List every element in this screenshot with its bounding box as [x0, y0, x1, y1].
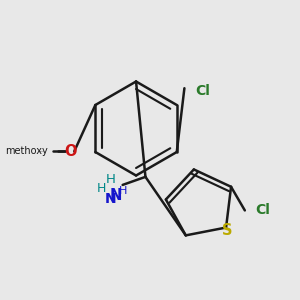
Text: S: S: [222, 223, 233, 238]
Text: H: H: [118, 186, 127, 196]
Text: Cl: Cl: [256, 203, 271, 218]
Text: H: H: [106, 173, 116, 186]
Text: Cl: Cl: [195, 84, 210, 98]
Text: H: H: [97, 182, 106, 195]
Text: N: N: [105, 192, 116, 206]
Text: O: O: [64, 144, 76, 159]
Text: methoxy: methoxy: [5, 146, 47, 156]
Text: N: N: [109, 188, 122, 203]
Text: methoxy: methoxy: [40, 151, 46, 152]
